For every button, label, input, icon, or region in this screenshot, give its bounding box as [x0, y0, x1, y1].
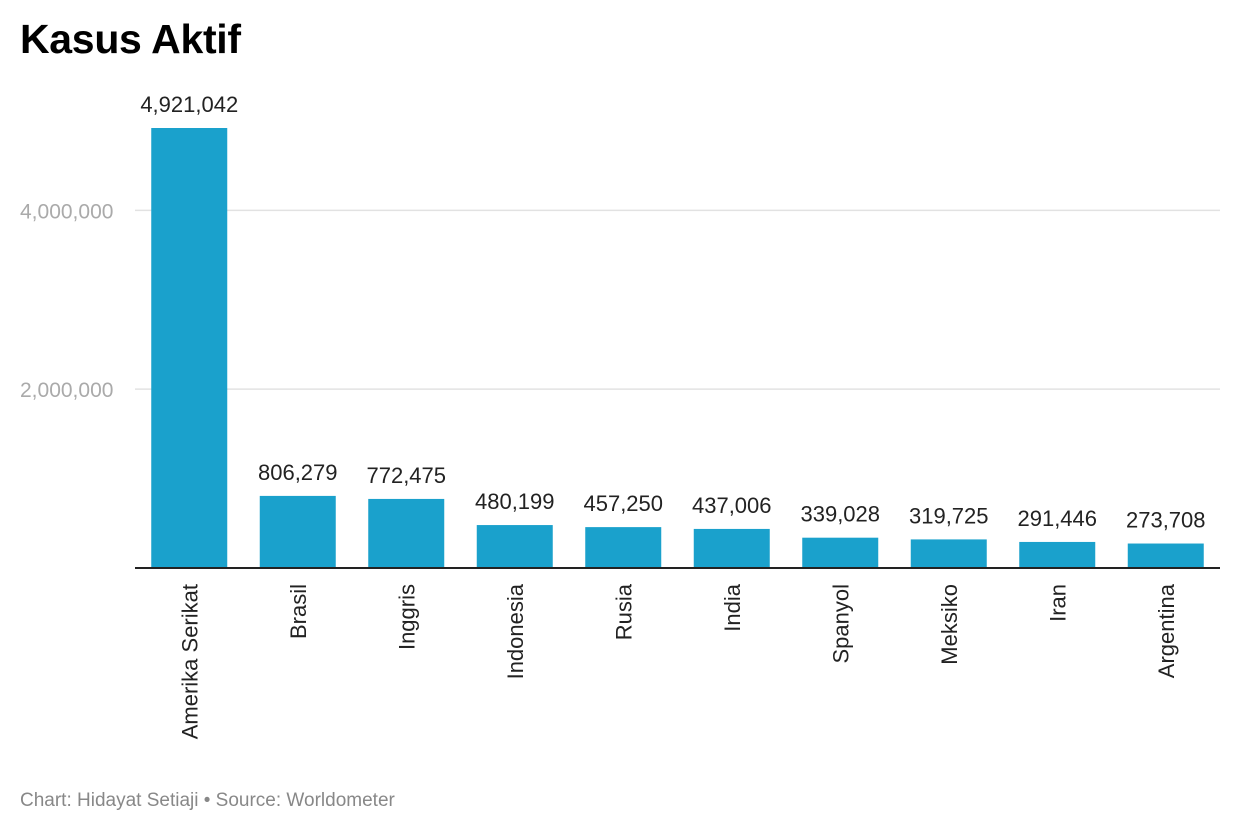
bar-value-label: 4,921,042	[140, 92, 238, 117]
x-category-label: India	[720, 583, 745, 631]
bar-value-label: 437,006	[692, 493, 772, 518]
bar	[1127, 543, 1204, 568]
x-category-label: Indonesia	[503, 583, 528, 679]
bar	[368, 498, 445, 568]
x-category-label: Iran	[1045, 584, 1070, 622]
bar	[585, 527, 662, 568]
bar-value-label: 772,475	[366, 463, 446, 488]
bar	[259, 495, 336, 568]
bar-value-label: 480,199	[475, 489, 555, 514]
bar-value-label: 273,708	[1126, 508, 1206, 533]
bar	[151, 128, 228, 568]
y-tick-label: 2,000,000	[20, 379, 113, 402]
x-category-label: Brasil	[286, 584, 311, 639]
x-category-label: Argentina	[1154, 583, 1179, 678]
x-category-label: Inggris	[394, 584, 419, 650]
x-category-label: Amerika Serikat	[177, 584, 202, 739]
bar-value-label: 291,446	[1017, 506, 1097, 531]
bar	[693, 528, 770, 568]
bar-value-label: 806,279	[258, 460, 338, 485]
bar	[802, 537, 879, 568]
bar-value-label: 457,250	[583, 491, 663, 516]
y-tick-label: 4,000,000	[20, 200, 113, 223]
x-category-label: Meksiko	[937, 584, 962, 665]
bar	[910, 539, 987, 568]
bar-value-label: 319,725	[909, 503, 989, 528]
bar	[476, 525, 553, 568]
x-category-label: Spanyol	[828, 584, 853, 664]
chart-title: Kasus Aktif	[20, 16, 241, 62]
bar	[1019, 541, 1096, 568]
chart-footer-credit: Chart: Hidayat Setiaji • Source: Worldom…	[20, 790, 395, 811]
bar-value-label: 339,028	[800, 502, 880, 527]
x-category-label: Rusia	[611, 583, 636, 640]
